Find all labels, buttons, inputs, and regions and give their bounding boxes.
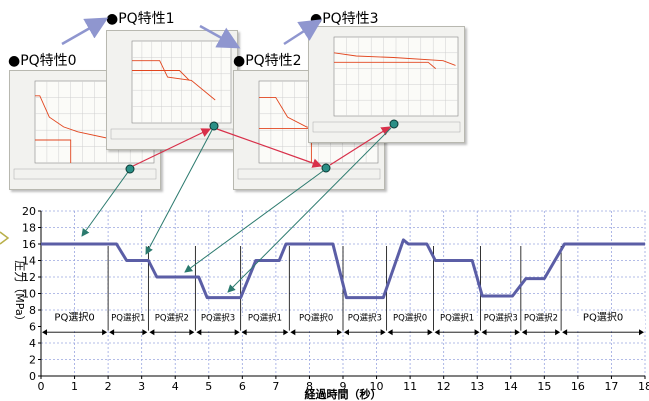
- x-tick-label: 7: [272, 380, 279, 393]
- segment-label: PQ選択0: [54, 311, 94, 324]
- pq-thumb-chart: [312, 36, 461, 133]
- x-tick-label: 17: [604, 380, 618, 393]
- pq-thumb-limit: [35, 139, 72, 163]
- segment-arrow-right: [555, 329, 561, 336]
- segment-arrow-left: [42, 329, 47, 336]
- x-tick-label: 0: [38, 380, 45, 393]
- pq-thumb-limit: [132, 70, 190, 81]
- x-tick-label: 1: [71, 380, 78, 393]
- pq-caption-2: ●PQ特性2: [233, 50, 302, 70]
- y-tick-label: 4: [29, 337, 36, 350]
- segment-arrow-right: [639, 329, 644, 336]
- segment-arrow-left: [344, 329, 349, 336]
- pq-caption-0: ●PQ特性0: [8, 50, 77, 70]
- y-tick-label: 20: [22, 205, 36, 218]
- segment-arrow-left: [434, 329, 440, 336]
- segment-arrow-left: [562, 329, 568, 336]
- y-tick-label: 2: [29, 354, 36, 367]
- segment-label: PQ選択3: [484, 313, 518, 324]
- x-tick-label: 8: [306, 380, 313, 393]
- segment-arrow-right: [283, 329, 289, 336]
- y-tick-label: 0: [29, 370, 36, 383]
- segment-label: PQ選択0: [583, 311, 623, 324]
- pq-caption-3-text: ●PQ特性3: [310, 11, 379, 27]
- segment-arrow-right: [102, 329, 108, 336]
- y-tick-label: 12: [22, 271, 36, 284]
- y-tick-label: 16: [22, 238, 36, 251]
- x-tick-label: 15: [537, 380, 551, 393]
- x-tick-label: 11: [403, 380, 417, 393]
- pq-thumb-footer: [13, 168, 157, 180]
- x-tick-label: 13: [470, 380, 484, 393]
- x-tick-label: 12: [437, 380, 451, 393]
- pointer-mark: [0, 231, 10, 245]
- segment-arrow-left: [196, 329, 202, 336]
- x-tick-label: 14: [504, 380, 518, 393]
- x-tick-label: 16: [571, 380, 585, 393]
- y-tick-label: 10: [22, 288, 36, 301]
- segment-arrow-left: [109, 329, 115, 336]
- segment-arrow-right: [427, 329, 433, 336]
- segment-arrow-left: [481, 329, 487, 336]
- pq-thumb-footer: [312, 121, 461, 133]
- pq-thumb-curve: [333, 52, 456, 66]
- segment-arrow-right: [142, 329, 148, 336]
- segment-arrow-right: [474, 329, 480, 336]
- segment-arrow-left: [521, 329, 527, 336]
- segment-label: PQ選択0: [393, 313, 427, 324]
- segment-label: PQ選択3: [201, 313, 235, 324]
- x-axis-title: 経過時間（秒）: [305, 387, 382, 401]
- segment-arrow-right: [234, 329, 240, 336]
- pq-thumb-footer: [110, 128, 234, 140]
- pq-thumb-curve: [132, 60, 216, 101]
- x-tick-label: 5: [205, 380, 212, 393]
- segment-arrow-left: [290, 329, 296, 336]
- x-tick-label: 10: [370, 380, 384, 393]
- x-tick-label: 9: [340, 380, 347, 393]
- segment-arrow-right: [337, 329, 342, 336]
- pq-caption-0-text: ●PQ特性0: [8, 53, 77, 69]
- x-tick-label: 6: [239, 380, 246, 393]
- segment-arrow-left: [241, 329, 247, 336]
- y-tick-label: 6: [29, 321, 36, 334]
- segment-arrow-right: [189, 329, 195, 336]
- segment-arrow-right: [380, 329, 386, 336]
- x-tick-label: 18: [638, 380, 649, 393]
- y-tick-label: 18: [22, 222, 36, 235]
- segment-arrow-right: [514, 329, 520, 336]
- pq-thumb-footer: [237, 168, 381, 180]
- segment-label: PQ選択1: [111, 313, 145, 324]
- x-tick-label: 3: [138, 380, 145, 393]
- x-tick-label: 2: [105, 380, 112, 393]
- pq-thumb-chart: [110, 40, 234, 140]
- pq-panel-1: [106, 30, 238, 150]
- pq-caption-1-text: ●PQ特性1: [106, 11, 175, 27]
- segment-label: PQ選択1: [440, 313, 474, 324]
- pq-panel-3: [308, 26, 465, 143]
- y-tick-label: 8: [29, 304, 36, 317]
- segment-label: PQ選択0: [299, 313, 333, 324]
- pq-thumb-limit: [334, 61, 436, 69]
- segment-label: PQ選択2: [155, 313, 189, 324]
- segment-label: PQ選択3: [348, 313, 382, 324]
- pq-caption-2-text: ●PQ特性2: [233, 53, 302, 69]
- segment-label: PQ選択1: [248, 313, 282, 324]
- pq-caption-1: ●PQ特性1: [106, 8, 175, 28]
- y-axis-title: 圧力（MPa）: [13, 260, 26, 326]
- y-tick-label: 14: [22, 255, 36, 268]
- x-tick-label: 4: [172, 380, 179, 393]
- pq-caption-3: ●PQ特性3: [310, 8, 379, 28]
- segment-arrow-left: [387, 329, 393, 336]
- segment-arrow-left: [149, 329, 155, 336]
- segment-label: PQ選択2: [524, 313, 558, 324]
